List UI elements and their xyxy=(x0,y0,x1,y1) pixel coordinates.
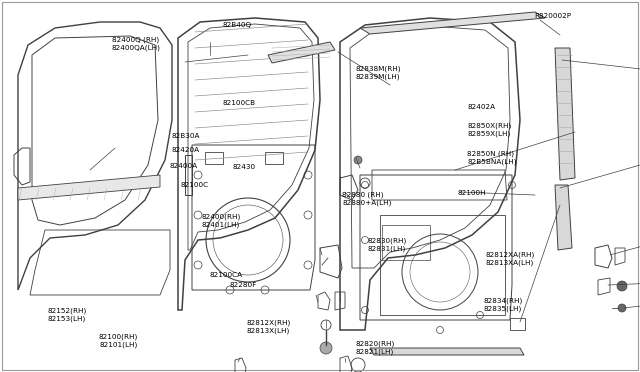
Polygon shape xyxy=(555,48,575,180)
Polygon shape xyxy=(18,175,160,200)
Text: 82B40Q: 82B40Q xyxy=(223,22,252,28)
Polygon shape xyxy=(555,185,572,250)
Text: 82834(RH)
82835(LH): 82834(RH) 82835(LH) xyxy=(483,297,522,311)
Circle shape xyxy=(618,304,626,312)
Text: 82880 (RH)
82880+A(LH): 82880 (RH) 82880+A(LH) xyxy=(342,192,392,206)
Text: 82400(RH)
82401(LH): 82400(RH) 82401(LH) xyxy=(202,214,241,228)
Text: 82400A: 82400A xyxy=(170,163,198,169)
Text: 82820(RH)
82821(LH): 82820(RH) 82821(LH) xyxy=(355,341,394,355)
Polygon shape xyxy=(360,12,545,34)
Text: 82430: 82430 xyxy=(232,164,255,170)
Text: 82400Q (RH)
82400QA(LH): 82400Q (RH) 82400QA(LH) xyxy=(112,37,161,51)
Text: 82B30A: 82B30A xyxy=(172,133,200,139)
Circle shape xyxy=(320,342,332,354)
Text: 82850X(RH)
82859X(LH): 82850X(RH) 82859X(LH) xyxy=(467,122,511,137)
Circle shape xyxy=(354,156,362,164)
Text: R820002P: R820002P xyxy=(534,13,572,19)
Text: 82420A: 82420A xyxy=(172,147,200,153)
Text: 82100CB: 82100CB xyxy=(223,100,256,106)
Text: 82402A: 82402A xyxy=(467,104,495,110)
Text: 82812X(RH)
82813X(LH): 82812X(RH) 82813X(LH) xyxy=(246,320,291,334)
Text: 82850N (RH)
82B5BNA(LH): 82850N (RH) 82B5BNA(LH) xyxy=(467,151,516,165)
Text: 82838M(RH)
82839M(LH): 82838M(RH) 82839M(LH) xyxy=(355,65,401,80)
Text: 82830(RH)
82831(LH): 82830(RH) 82831(LH) xyxy=(368,238,407,252)
Polygon shape xyxy=(268,42,335,63)
Text: 82152(RH)
82153(LH): 82152(RH) 82153(LH) xyxy=(48,307,87,321)
Text: 82100C: 82100C xyxy=(180,182,209,188)
Text: 82100CA: 82100CA xyxy=(210,272,243,278)
Text: 82280F: 82280F xyxy=(229,282,257,288)
Polygon shape xyxy=(370,348,524,355)
Text: 82100(RH)
82101(LH): 82100(RH) 82101(LH) xyxy=(99,333,138,347)
Text: 82100H: 82100H xyxy=(458,190,486,196)
Circle shape xyxy=(617,281,627,291)
Text: 82812XA(RH)
82813XA(LH): 82812XA(RH) 82813XA(LH) xyxy=(485,251,534,266)
